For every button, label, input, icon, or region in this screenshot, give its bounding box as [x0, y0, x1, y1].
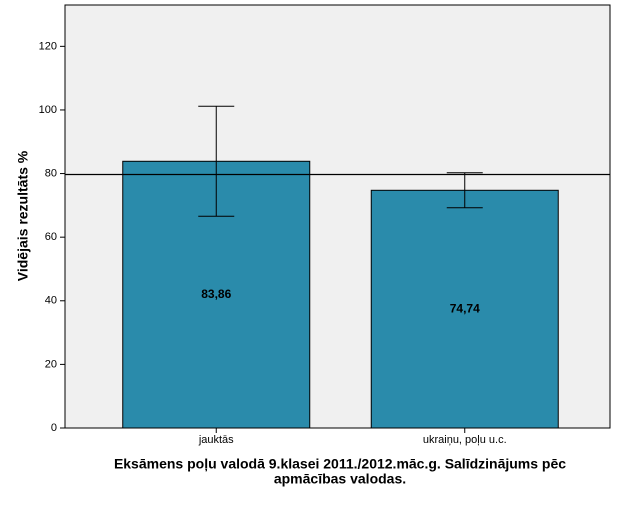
error-bar: [198, 105, 235, 217]
y-tick-label: 20: [45, 358, 57, 370]
x-tick-label: jauktās: [198, 434, 234, 446]
value-label: 74,74: [450, 301, 480, 315]
y-tick-label: 100: [39, 104, 57, 116]
y-tick-label: 120: [39, 40, 57, 52]
y-tick-label: 0: [51, 422, 57, 434]
bar: [370, 189, 559, 429]
value-label: 83,86: [201, 287, 231, 301]
x-axis-label: apmācības valodas.: [274, 471, 406, 487]
y-tick-label: 40: [45, 295, 57, 307]
error-bar: [446, 172, 483, 209]
y-tick-label: 60: [45, 231, 57, 243]
x-tick-label: ukraiņu, poļu u.c.: [423, 434, 507, 446]
y-tick-label: 80: [45, 167, 57, 179]
y-axis-label: Vidējais rezultāts %: [15, 150, 31, 281]
x-axis-label: Eksāmens poļu valodā 9.klasei 2011./2012…: [114, 456, 566, 472]
